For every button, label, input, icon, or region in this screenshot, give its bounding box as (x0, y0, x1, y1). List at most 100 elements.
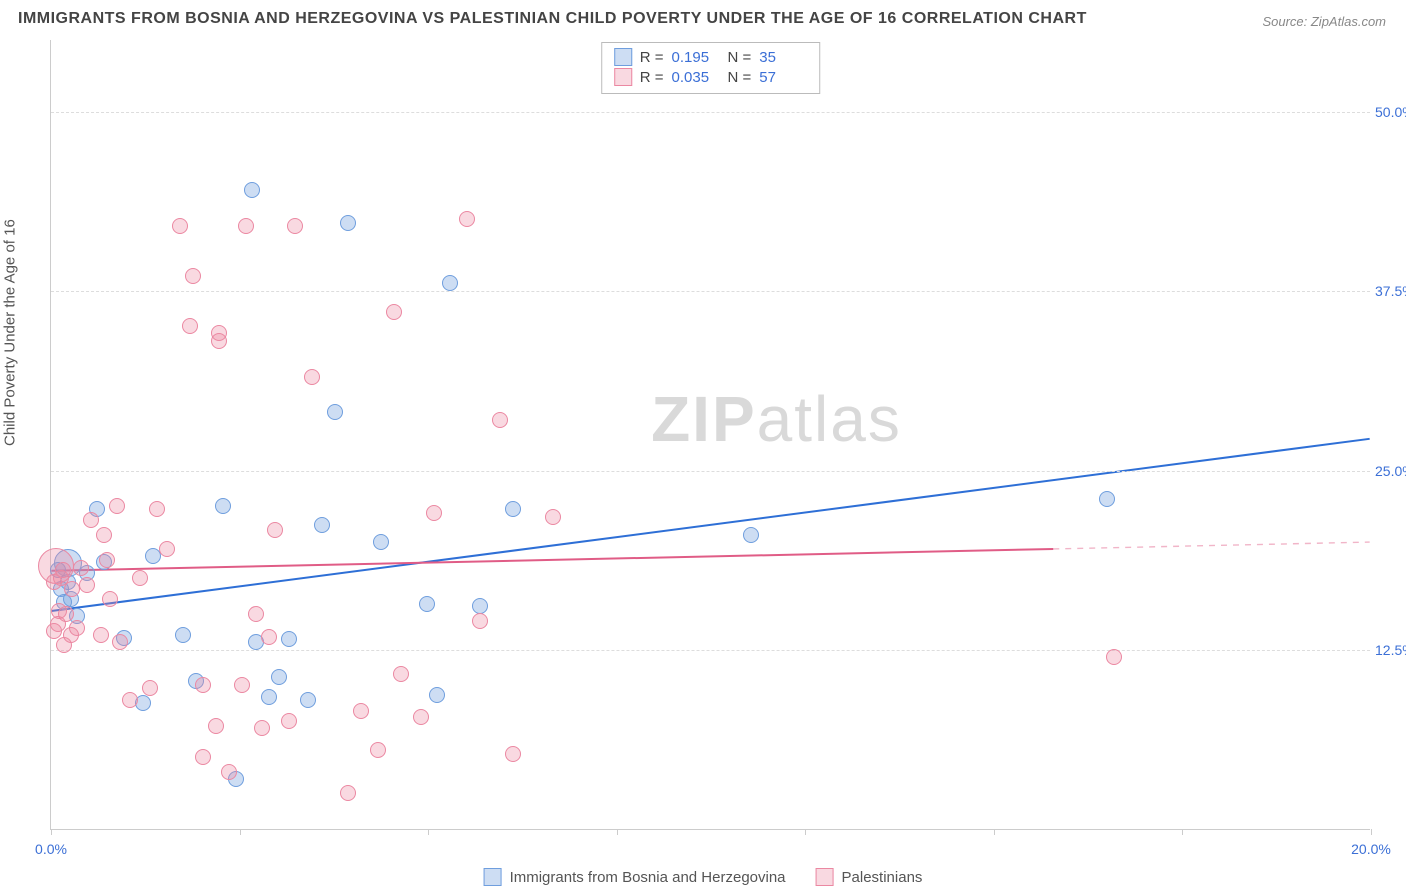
watermark-bold: ZIP (651, 383, 757, 455)
scatter-point-bosnia (281, 631, 297, 647)
chart-container: IMMIGRANTS FROM BOSNIA AND HERZEGOVINA V… (0, 0, 1406, 892)
y-tick-label: 37.5% (1375, 283, 1406, 299)
scatter-point-palestinian (208, 718, 224, 734)
scatter-point-bosnia (373, 534, 389, 550)
scatter-point-palestinian (64, 581, 80, 597)
gridline (51, 650, 1370, 651)
scatter-point-palestinian (195, 677, 211, 693)
scatter-point-palestinian (492, 412, 508, 428)
scatter-point-bosnia (300, 692, 316, 708)
legend-item-palestinian: Palestinians (816, 868, 923, 886)
scatter-point-palestinian (142, 680, 158, 696)
chart-source: Source: ZipAtlas.com (1262, 14, 1386, 29)
chart-title: IMMIGRANTS FROM BOSNIA AND HERZEGOVINA V… (18, 10, 1087, 28)
legend-label-bosnia: Immigrants from Bosnia and Herzegovina (510, 869, 786, 886)
y-tick-label: 12.5% (1375, 642, 1406, 658)
scatter-point-bosnia (215, 498, 231, 514)
scatter-point-palestinian (426, 505, 442, 521)
trendline-bosnia (51, 439, 1369, 611)
swatch-palestinian (614, 68, 632, 86)
scatter-point-bosnia (419, 596, 435, 612)
x-tick (1371, 829, 1372, 835)
swatch-bosnia (614, 48, 632, 66)
scatter-point-palestinian (55, 562, 71, 578)
x-tick (240, 829, 241, 835)
scatter-point-palestinian (96, 527, 112, 543)
scatter-point-palestinian (73, 560, 89, 576)
x-tick (994, 829, 995, 835)
scatter-point-palestinian (1106, 649, 1122, 665)
scatter-point-palestinian (211, 325, 227, 341)
gridline (51, 471, 1370, 472)
legend-item-bosnia: Immigrants from Bosnia and Herzegovina (484, 868, 786, 886)
scatter-point-palestinian (281, 713, 297, 729)
y-axis-label: Child Poverty Under the Age of 16 (2, 219, 19, 446)
bottom-legend: Immigrants from Bosnia and Herzegovina P… (484, 868, 923, 886)
n-label: N = (728, 69, 752, 86)
scatter-point-palestinian (340, 785, 356, 801)
scatter-point-bosnia (505, 501, 521, 517)
scatter-point-palestinian (109, 498, 125, 514)
scatter-point-palestinian (159, 541, 175, 557)
scatter-point-bosnia (271, 669, 287, 685)
scatter-point-palestinian (370, 742, 386, 758)
watermark-rest: atlas (757, 383, 902, 455)
plot-area: ZIPatlas R = 0.195 N = 35 R = 0.035 N = … (50, 40, 1370, 830)
scatter-point-palestinian (221, 764, 237, 780)
scatter-point-palestinian (122, 692, 138, 708)
y-tick-label: 50.0% (1375, 104, 1406, 120)
trend-lines (51, 40, 1370, 829)
scatter-point-palestinian (287, 218, 303, 234)
scatter-point-palestinian (505, 746, 521, 762)
legend-swatch-palestinian (816, 868, 834, 886)
scatter-point-palestinian (102, 591, 118, 607)
legend-label-palestinian: Palestinians (842, 869, 923, 886)
scatter-point-palestinian (234, 677, 250, 693)
scatter-point-bosnia (261, 689, 277, 705)
legend-swatch-bosnia (484, 868, 502, 886)
trendline-palestinian (51, 549, 1053, 571)
scatter-point-palestinian (185, 268, 201, 284)
scatter-point-palestinian (413, 709, 429, 725)
scatter-point-palestinian (149, 501, 165, 517)
scatter-point-palestinian (386, 304, 402, 320)
scatter-point-palestinian (304, 369, 320, 385)
scatter-point-palestinian (254, 720, 270, 736)
r-value-bosnia: 0.195 (672, 49, 720, 66)
trendline-ext-palestinian (1053, 542, 1369, 549)
scatter-point-bosnia (442, 275, 458, 291)
scatter-point-palestinian (267, 522, 283, 538)
scatter-point-palestinian (195, 749, 211, 765)
r-value-palestinian: 0.035 (672, 69, 720, 86)
scatter-point-palestinian (132, 570, 148, 586)
x-tick-label: 0.0% (35, 841, 67, 857)
watermark: ZIPatlas (651, 382, 902, 456)
r-label: R = (640, 69, 664, 86)
scatter-point-bosnia (743, 527, 759, 543)
scatter-point-bosnia (429, 687, 445, 703)
scatter-point-palestinian (238, 218, 254, 234)
stats-row-bosnia: R = 0.195 N = 35 (614, 47, 808, 67)
scatter-point-palestinian (93, 627, 109, 643)
stats-legend: R = 0.195 N = 35 R = 0.035 N = 57 (601, 42, 821, 94)
scatter-point-palestinian (172, 218, 188, 234)
scatter-point-palestinian (99, 552, 115, 568)
scatter-point-palestinian (58, 606, 74, 622)
r-label: R = (640, 49, 664, 66)
scatter-point-palestinian (261, 629, 277, 645)
x-tick-label: 20.0% (1351, 841, 1391, 857)
scatter-point-palestinian (353, 703, 369, 719)
scatter-point-palestinian (112, 634, 128, 650)
scatter-point-palestinian (459, 211, 475, 227)
scatter-point-palestinian (248, 606, 264, 622)
x-tick (428, 829, 429, 835)
n-value-bosnia: 35 (759, 49, 807, 66)
scatter-point-palestinian (472, 613, 488, 629)
stats-row-palestinian: R = 0.035 N = 57 (614, 67, 808, 87)
scatter-point-palestinian (393, 666, 409, 682)
x-tick (805, 829, 806, 835)
n-label: N = (728, 49, 752, 66)
x-tick (51, 829, 52, 835)
scatter-point-bosnia (314, 517, 330, 533)
scatter-point-palestinian (545, 509, 561, 525)
